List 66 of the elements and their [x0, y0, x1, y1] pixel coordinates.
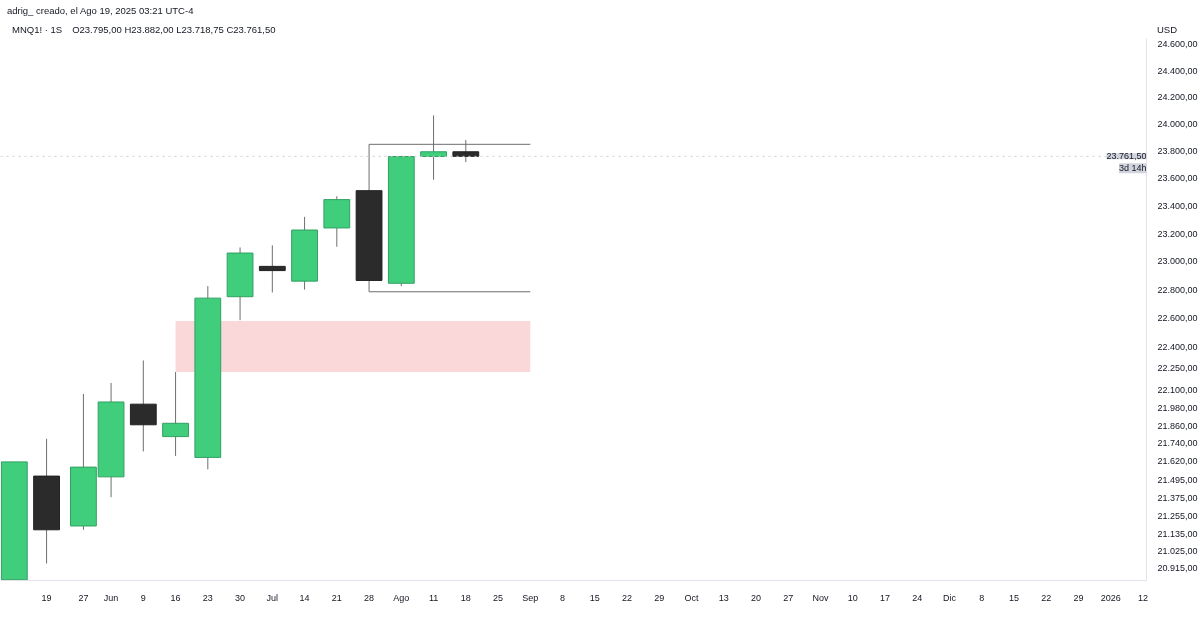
x-tick-label: 23 [202, 592, 213, 603]
y-tick-label: 22.100,00 [1157, 385, 1198, 396]
annotation: 3d 14h [1118, 163, 1147, 174]
x-tick-label: Jun [103, 592, 119, 603]
chart-title: MNQ1! · 1S [11, 24, 63, 35]
x-tick-label: Sep [522, 592, 539, 603]
y-tick-label: 21.980,00 [1157, 402, 1198, 413]
x-tick-label: 8 [979, 592, 985, 603]
y-tick-label: 22.400,00 [1157, 341, 1198, 352]
y-tick-label: 24.600,00 [1157, 39, 1198, 50]
y-tick-label: 23.000,00 [1157, 256, 1198, 267]
y-tick-label: 21.860,00 [1157, 420, 1198, 431]
x-tick-label: 19 [41, 592, 52, 603]
y-tick-label: 22.600,00 [1157, 313, 1198, 324]
y-tick-label: 23.800,00 [1157, 146, 1198, 157]
x-tick-label: 15 [1009, 592, 1020, 603]
y-tick-label: 24.200,00 [1157, 92, 1198, 103]
x-tick-label: Nov [812, 592, 830, 603]
y-tick-label: 21.620,00 [1157, 456, 1198, 467]
x-tick-label: 10 [847, 592, 858, 603]
ref-line-label: 23.761,50 [1106, 151, 1147, 162]
x-tick-label: 30 [235, 592, 246, 603]
x-tick-label: 27 [78, 592, 89, 603]
x-tick-label: Ago [393, 592, 410, 603]
x-tick-label: 12 [1138, 592, 1149, 603]
candlestick [258, 244, 286, 293]
x-tick-label: 29 [1073, 592, 1084, 603]
x-tick-label: 14 [299, 592, 310, 603]
x-tick-label: Oct [684, 592, 700, 603]
y-tick-label: 21.025,00 [1157, 546, 1198, 557]
y-tick-label: 21.495,00 [1157, 474, 1198, 485]
y-tick-label: 21.375,00 [1157, 492, 1198, 503]
x-tick-label: 16 [170, 592, 181, 603]
y-tick-label: 24.400,00 [1157, 65, 1198, 76]
x-tick-label: 28 [364, 592, 375, 603]
x-tick-label: Dic [943, 592, 957, 603]
y-tick-label: 21.135,00 [1157, 529, 1198, 540]
y-tick-label: 23.200,00 [1157, 228, 1198, 239]
x-tick-label: 18 [460, 592, 471, 603]
text: adrig_ creado, el Ago 19, 2025 03:21 UTC-4 [6, 5, 194, 16]
y-tick-label: 22.800,00 [1157, 284, 1198, 295]
x-tick-label: 9 [140, 592, 146, 603]
y-tick-label: 20.915,00 [1157, 563, 1198, 574]
x-tick-label: 2026 [1100, 592, 1121, 603]
y-tick-label: 23.600,00 [1157, 173, 1198, 184]
y-tick-label: 24.000,00 [1157, 119, 1198, 130]
x-tick-label: 13 [718, 592, 729, 603]
y-tick-label: 21.740,00 [1157, 438, 1198, 449]
y-tick-label: 21.255,00 [1157, 511, 1198, 522]
x-tick-label: 27 [783, 592, 794, 603]
y-tick-label: 23.400,00 [1157, 200, 1198, 211]
y-axis-title: USD [1156, 24, 1178, 35]
x-tick-label: 21 [331, 592, 342, 603]
x-tick-label: 20 [751, 592, 762, 603]
chart-subtitle: O23.795,00 H23.882,00 L23.718,75 C23.761,50 [71, 24, 276, 35]
x-tick-label: 17 [880, 592, 891, 603]
x-tick-label: 24 [912, 592, 923, 603]
x-tick-label: 11 [428, 592, 439, 603]
x-tick-label: Jul [266, 592, 279, 603]
x-tick-label: 15 [589, 592, 600, 603]
y-tick-label: 22.250,00 [1157, 363, 1198, 374]
x-tick-label: 29 [654, 592, 665, 603]
x-tick-label: 22 [1041, 592, 1052, 603]
x-tick-label: 25 [493, 592, 504, 603]
x-tick-label: 22 [622, 592, 633, 603]
x-tick-label: 8 [560, 592, 566, 603]
